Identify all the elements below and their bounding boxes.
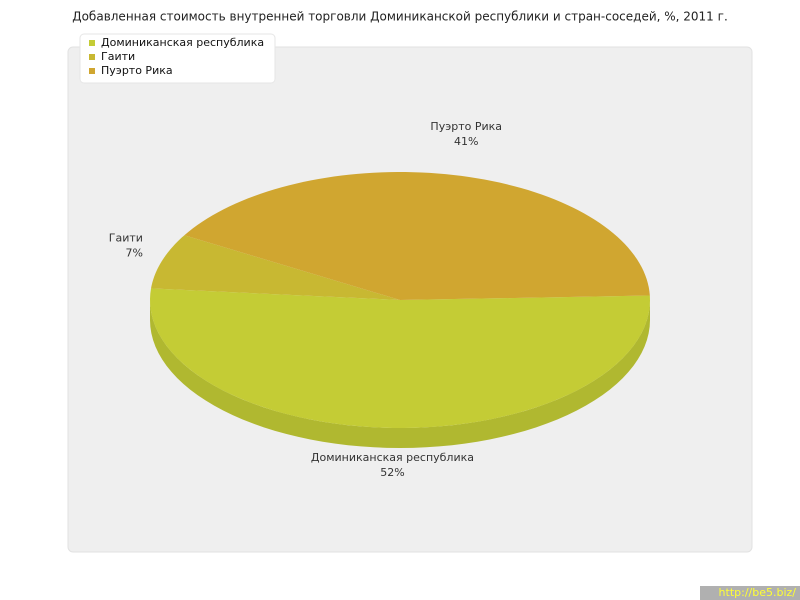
chart-title: Добавленная стоимость внутренней торговл… — [72, 10, 728, 24]
legend-box — [79, 33, 276, 84]
slice-value-label: 41% — [454, 135, 478, 148]
legend-swatch — [89, 68, 95, 74]
legend-label: Гаити — [101, 50, 135, 63]
slice-value-label: 7% — [125, 247, 142, 260]
slice-side — [150, 300, 650, 448]
slice-label: Доминиканская республика — [311, 451, 474, 464]
slice-label: Пуэрто Рика — [430, 120, 502, 133]
legend-label: Доминиканская республика — [101, 36, 264, 49]
slice — [151, 235, 400, 300]
slice — [150, 288, 650, 428]
legend-label: Пуэрто Рика — [101, 64, 173, 77]
slice-label: Гаити — [109, 232, 143, 245]
slice-value-label: 52% — [380, 466, 404, 479]
watermark-bg — [700, 586, 800, 600]
watermark: http://be5.biz/ — [719, 586, 797, 599]
legend-swatch — [89, 54, 95, 60]
legend-swatch — [89, 40, 95, 46]
slice — [184, 172, 650, 300]
